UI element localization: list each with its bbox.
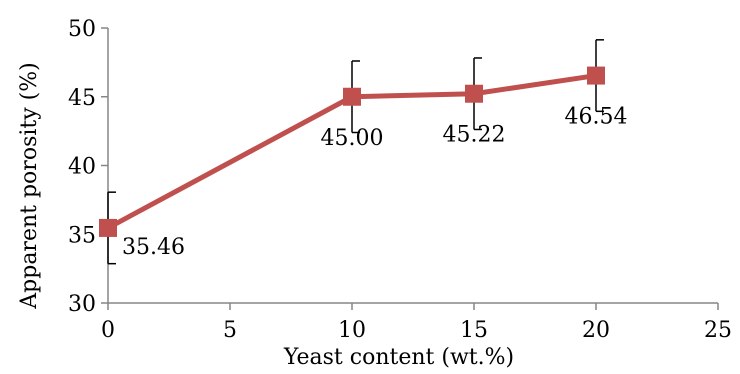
data-label: 45.22 — [443, 123, 506, 148]
x-tick-label: 15 — [460, 318, 488, 343]
x-tick-label: 0 — [101, 318, 115, 343]
x-axis-title: Yeast content (wt.%) — [283, 345, 514, 370]
y-tick-label: 45 — [68, 86, 96, 111]
data-point — [587, 66, 605, 85]
axes — [107, 28, 718, 304]
series-0: 35.46 45.00 45.22 46.54 — [99, 39, 628, 265]
tick-labels: 30 35 40 45 50 0 5 10 15 20 25 — [68, 17, 732, 343]
x-tick-label: 5 — [223, 318, 237, 343]
data-point — [343, 87, 361, 106]
x-tick-label: 10 — [338, 318, 366, 343]
x-tick-label: 25 — [704, 318, 732, 343]
y-tick-label: 30 — [68, 292, 96, 317]
series-layer: 35.46 45.00 45.22 46.54 — [99, 39, 628, 265]
data-label: 35.46 — [122, 235, 185, 260]
x-tick-label: 20 — [582, 318, 610, 343]
y-tick-label: 50 — [68, 17, 96, 42]
data-point — [465, 84, 483, 103]
data-label: 45.00 — [321, 126, 384, 151]
y-tick-label: 40 — [68, 155, 96, 180]
series-line — [106, 73, 597, 231]
data-point — [99, 218, 117, 237]
y-axis-title: Apparent porosity (%) — [17, 62, 42, 309]
ticks — [101, 27, 719, 310]
y-tick-label: 35 — [68, 223, 96, 248]
data-label: 46.54 — [565, 105, 628, 130]
